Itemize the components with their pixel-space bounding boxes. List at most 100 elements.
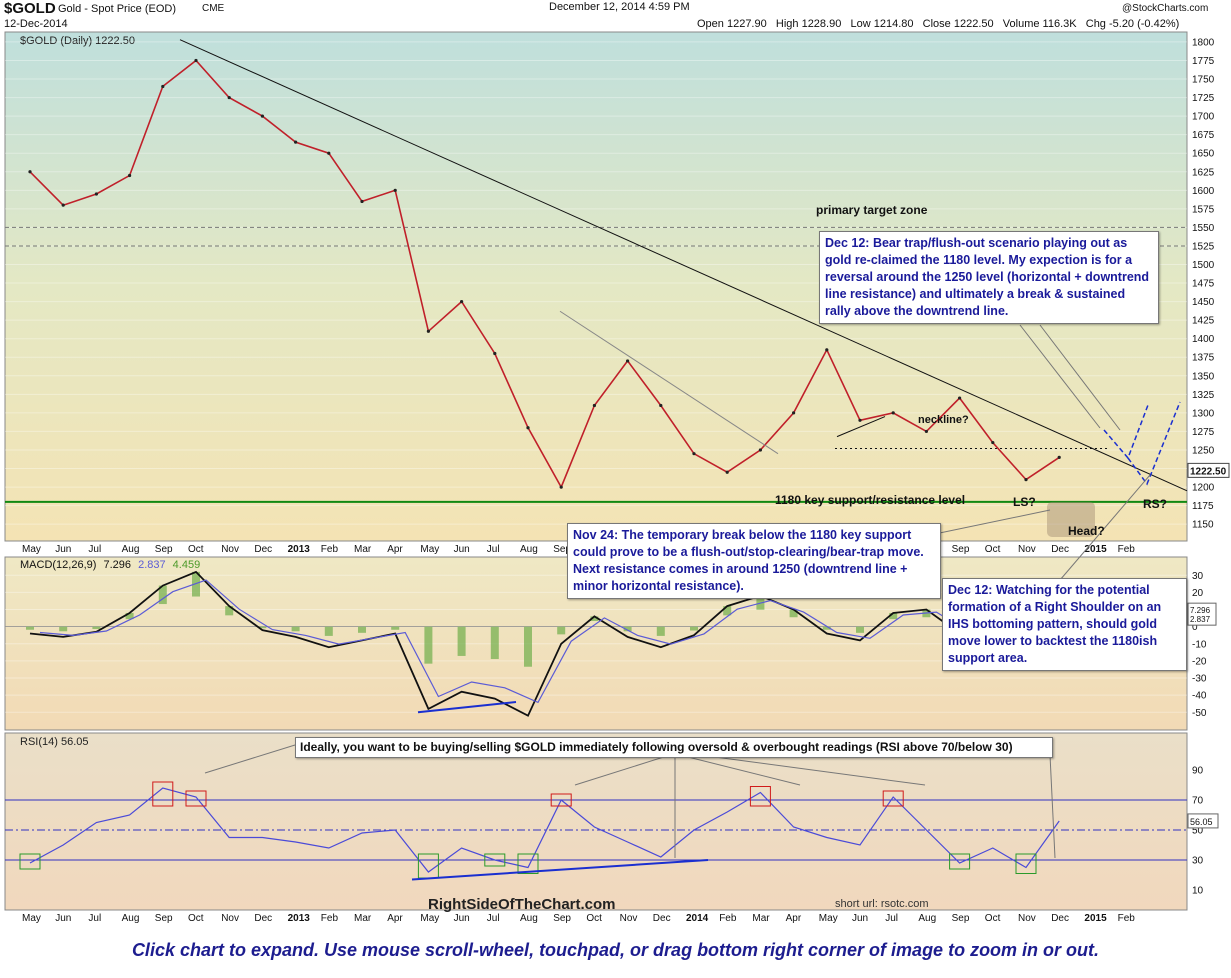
x-axis-top-tick-label: Mar [354, 544, 372, 555]
x-axis-top-tick-label: Feb [1118, 544, 1136, 555]
x-axis-bottom-tick-label: Sep [952, 913, 970, 924]
price-point [227, 95, 231, 100]
short-url: short url: rsotc.com [835, 898, 929, 910]
left-shoulder-label: LS? [1013, 495, 1036, 509]
macd-signal-line [39, 579, 1070, 704]
macd-histogram-bar [125, 612, 134, 620]
price-y-tick-label: 1800 [1192, 37, 1215, 48]
note-rsi-ideal: Ideally, you want to be buying/selling $… [295, 737, 1053, 758]
rsi-y-tick-label: 50 [1192, 826, 1204, 837]
rsi-overbought-box [550, 793, 572, 807]
price-point [924, 429, 929, 434]
price-y-tick-label: 1425 [1192, 316, 1215, 327]
price-point [94, 192, 98, 196]
note-nov24-flushout: Nov 24: The temporary break below the 11… [567, 523, 941, 599]
pattern-trend-line [836, 416, 886, 438]
macd-histogram-bar [324, 626, 333, 636]
x-axis-bottom-tick-label: Nov [620, 913, 638, 924]
price-point [128, 173, 132, 178]
x-axis-top-tick-label: May [420, 544, 439, 555]
price-point [327, 151, 331, 155]
callout-pointer-dec12-top [1019, 324, 1101, 429]
x-axis-bottom-tick-label: Jun [852, 913, 868, 924]
x-axis-bottom-tick-label: Aug [918, 913, 936, 924]
macd-histogram-bar [225, 606, 234, 616]
support-level-label: 1180 key support/resistance level [775, 493, 966, 507]
macd-histogram-bar [391, 626, 400, 630]
macd-histogram-bar [424, 626, 433, 664]
macd-y-tick-label: -30 [1192, 674, 1207, 685]
x-axis-bottom-tick-label: Mar [752, 913, 770, 924]
price-y-tick-label: 1275 [1192, 427, 1215, 438]
macd-histogram-bar [690, 626, 698, 631]
x-axis-bottom-tick-label: Oct [586, 913, 602, 924]
macd-histogram-bar [524, 626, 532, 667]
x-axis-top-tick-label: Sep [553, 544, 571, 555]
source-credit: @StockCharts.com [1122, 3, 1209, 14]
price-y-tick-label: 1725 [1192, 93, 1215, 104]
price-y-tick-label: 1375 [1192, 353, 1215, 364]
x-axis-bottom-tick-label: Sep [155, 913, 173, 924]
macd-histogram-bar [59, 626, 68, 632]
rsi-overbought-box [749, 786, 771, 807]
macd-value-tag-line: 7.296 [1190, 606, 1211, 615]
macd-signal-value: 2.837 [138, 559, 166, 571]
x-axis-bottom-tick-label: Feb [321, 913, 339, 924]
head-label: Head? [1068, 524, 1105, 538]
price-y-tick-label: 1475 [1192, 279, 1215, 290]
x-axis-top-tick-label: Dec [1051, 544, 1069, 555]
macd-histogram-bar [822, 626, 831, 630]
price-y-tick-label: 1250 [1192, 445, 1215, 456]
price-y-tick-label: 1625 [1192, 167, 1215, 178]
x-axis-bottom-tick-label: 2015 [1084, 913, 1107, 924]
price-y-tick-label: 1775 [1192, 56, 1215, 67]
x-axis-bottom-tick-label: Dec [254, 913, 272, 924]
x-axis-bottom-tick-label: May [22, 913, 41, 924]
rsi-overbought-box [152, 781, 174, 807]
callout-pointer-rsi-2 [574, 754, 671, 786]
price-series-line [29, 59, 1060, 489]
price-point [858, 418, 862, 422]
price-y-tick-label: 1175 [1192, 501, 1214, 512]
macd-y-tick-label: -10 [1192, 639, 1207, 650]
price-point [393, 188, 397, 192]
price-point [360, 199, 364, 204]
x-axis-bottom-tick-label: Oct [985, 913, 1001, 924]
rsi-value-tag [1187, 813, 1219, 829]
price-point [260, 114, 264, 118]
price-point [426, 329, 430, 333]
price-y-tick-label: 1700 [1192, 112, 1215, 123]
macd-histogram-bar [490, 626, 499, 660]
x-axis-top-tick-label: May [22, 544, 41, 555]
macd-histogram-bar [789, 609, 798, 618]
x-axis-bottom-tick-label: Aug [122, 913, 140, 924]
x-axis-bottom-tick-label: 2014 [686, 913, 709, 924]
price-point [493, 351, 497, 356]
ohlc-readout: Open 1227.90 High 1228.90 Low 1214.80 Cl… [697, 18, 1180, 30]
x-axis-top-tick-label: Nov [221, 544, 239, 555]
callout-pointer-nov24 [929, 509, 1051, 536]
exchange-label: CME [202, 3, 225, 14]
price-point [758, 448, 763, 452]
downtrend-line [179, 39, 1188, 492]
macd-series-name: MACD(12,26,9) [20, 559, 96, 571]
x-axis-top-tick-label: Sep [155, 544, 173, 555]
macd-histogram-bar [590, 616, 599, 622]
x-axis-bottom-tick-label: May [819, 913, 838, 924]
last-price-tag-label: 1222.50 [1190, 466, 1227, 477]
price-y-tick-label: 1650 [1192, 149, 1215, 160]
macd-hist-value: 4.459 [173, 559, 201, 571]
x-axis-bottom-tick-label: Jul [487, 913, 500, 924]
x-axis-bottom-tick-label: Dec [653, 913, 671, 924]
macd-histogram-bar [457, 626, 466, 656]
macd-histogram-bar [92, 626, 101, 629]
macd-histogram-bar [258, 626, 267, 629]
callout-pointer-rsi-5 [1049, 754, 1056, 859]
neckline-label: neckline? [918, 414, 969, 426]
price-point [526, 426, 530, 430]
macd-histogram-bar [723, 606, 732, 616]
macd-line-value: 7.296 [103, 559, 131, 571]
price-y-tick-label: 1450 [1192, 297, 1215, 308]
x-axis-bottom-tick-label: Mar [354, 913, 372, 924]
price-y-tick-label: 1550 [1192, 223, 1215, 234]
